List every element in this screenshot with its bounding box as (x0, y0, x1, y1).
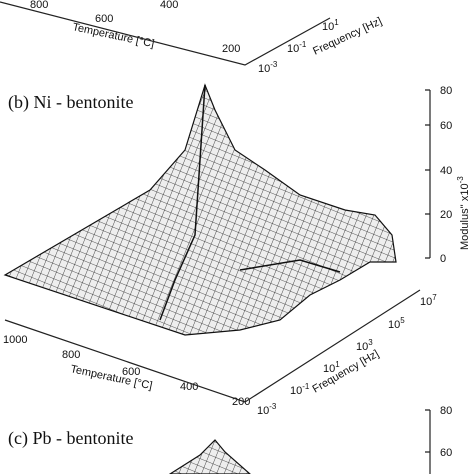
axis-label: Temperature [°C] (71, 21, 155, 50)
surface (3, 83, 397, 336)
axis-line (0, 1, 331, 66)
tick-label: 20 (440, 209, 452, 221)
tick-label: 105 (388, 316, 405, 331)
tick-label: 600 (122, 366, 140, 378)
tick-label: 103 (356, 338, 373, 353)
tick-label: 800 (62, 349, 80, 361)
axis-label: Frequency [Hz] (311, 348, 382, 396)
tick-label: 10-1 (287, 40, 307, 55)
axis-line (425, 409, 431, 474)
tick-label: 60 (440, 447, 452, 459)
panel-title: (c) Pb - bentonite (8, 428, 133, 449)
tick-label: 80 (440, 85, 452, 97)
surface-ridge (159, 84, 341, 321)
surface (168, 439, 251, 474)
tick-label: 400 (160, 0, 178, 11)
tick-label: 10-3 (257, 402, 277, 417)
tick-label: 200 (222, 43, 240, 55)
tick-label: 107 (420, 293, 437, 308)
tick-label: 0 (440, 253, 446, 265)
tick-label: 10-3 (258, 60, 278, 75)
tick-label: 800 (30, 0, 48, 11)
axis-line (4, 289, 421, 403)
tick-label: 101 (323, 360, 340, 375)
tick-label: 101 (322, 18, 339, 33)
tick-label: 1000 (3, 334, 27, 346)
tick-label: 200 (232, 396, 250, 408)
tick-label: 40 (440, 165, 452, 177)
axis-label: Modulus'' x10-3 (456, 176, 471, 250)
axis-label: Temperature [°C] (69, 363, 153, 392)
tick-label: 600 (95, 13, 113, 25)
axis-line (425, 89, 431, 259)
tick-label: 10-1 (290, 382, 310, 397)
tick-label: 60 (440, 120, 452, 132)
tick-label: 80 (440, 405, 452, 417)
panel-title: (b) Ni - bentonite (8, 92, 133, 113)
